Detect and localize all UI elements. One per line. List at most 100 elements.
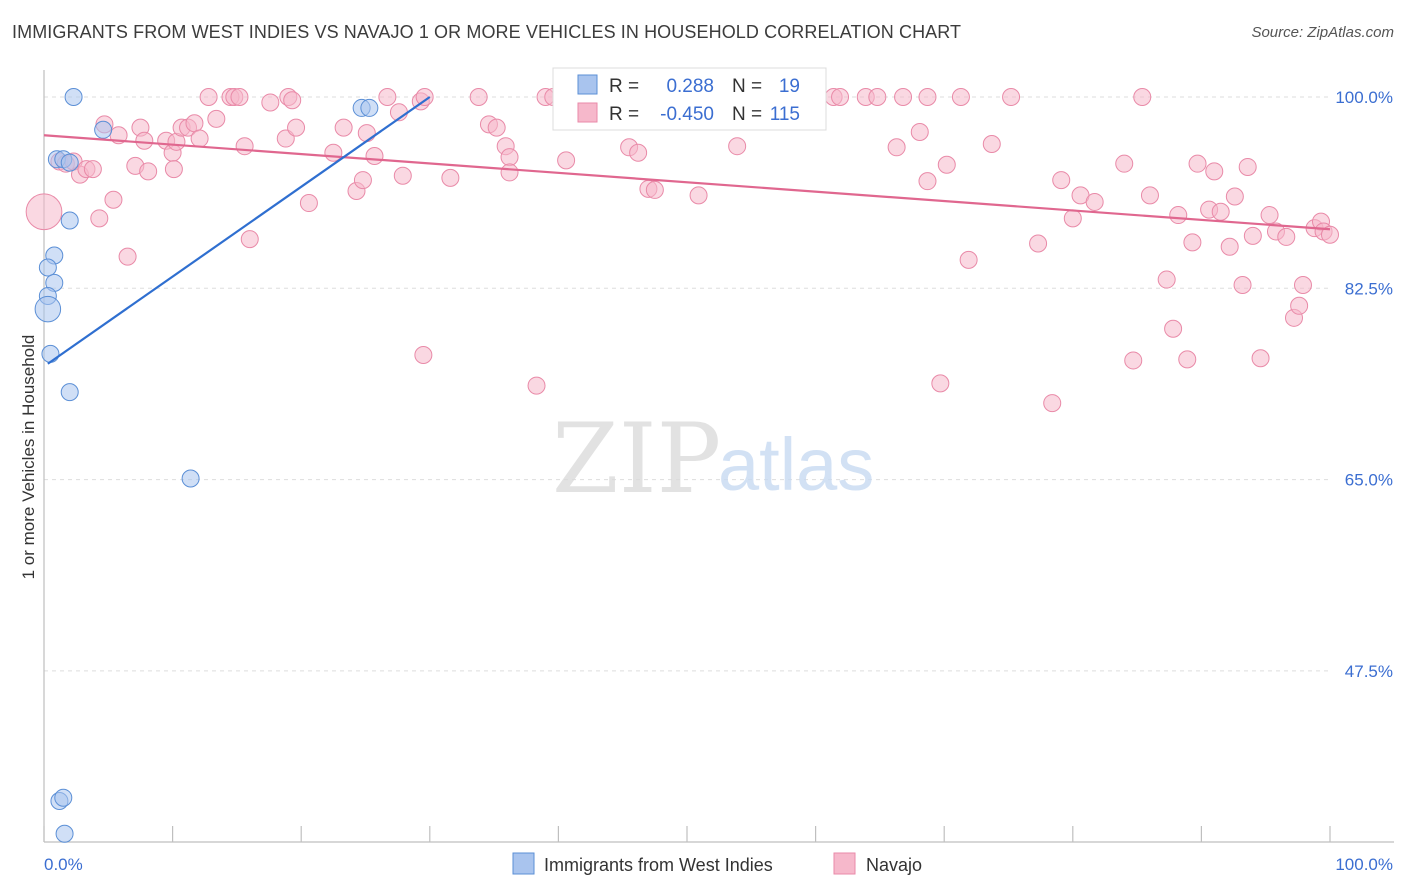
navajo-point-113	[1251, 349, 1270, 368]
watermark-atlas: atlas	[718, 423, 874, 506]
navajo-point-104	[1188, 154, 1207, 173]
west-indies-point-17	[54, 788, 73, 807]
navajo-point-107	[1211, 202, 1230, 221]
legend: Immigrants from West Indies Navajo	[512, 852, 922, 875]
navajo-point-84	[937, 155, 956, 174]
west-indies-point-15	[181, 469, 200, 488]
navajo-point-78	[887, 138, 906, 157]
navajo-point-37	[324, 143, 343, 162]
west-indies-point-3	[94, 120, 113, 139]
stats-n-value-pink: 115	[770, 104, 800, 125]
navajo-point-49	[441, 168, 460, 187]
west-indies-point-9	[38, 258, 57, 277]
stats-swatch-pink	[577, 102, 598, 123]
navajo-point-22	[185, 114, 204, 133]
navajo-point-30	[240, 230, 259, 249]
navajo-point-87	[982, 135, 1001, 154]
navajo-point-24	[199, 88, 218, 106]
navajo-point-45	[393, 166, 412, 185]
navajo-point-43	[378, 88, 397, 106]
west-indies-point-7	[60, 211, 79, 230]
navajo-point-110	[1233, 276, 1252, 295]
watermark: ZIP atlas	[552, 403, 874, 515]
navajo-point-103	[1183, 233, 1202, 252]
navajo-point-28	[230, 88, 249, 106]
stats-r-value-blue: 0.288	[666, 76, 714, 97]
west-indies-trend-line	[47, 96, 431, 365]
navajo-point-31	[261, 93, 280, 112]
west-indies-point-14	[60, 383, 79, 402]
navajo-point-36	[299, 194, 318, 213]
navajo-point-79	[894, 88, 913, 106]
navajo-point-81	[918, 88, 937, 106]
navajo-point-80	[910, 122, 929, 141]
legend-label-navajo: Navajo	[866, 855, 922, 875]
navajo-points	[25, 88, 1339, 413]
legend-swatch-west-indies	[512, 852, 535, 875]
navajo-point-48	[414, 345, 433, 364]
west-indies-point-6	[60, 153, 79, 172]
chart-source: Source: ZipAtlas.com	[1251, 24, 1394, 41]
west-indies-point-2	[360, 98, 379, 117]
navajo-point-82	[918, 172, 937, 191]
navajo-point-75	[831, 88, 850, 106]
navajo-point-98	[1140, 186, 1159, 205]
navajo-point-18	[164, 160, 183, 179]
navajo-point-47	[415, 88, 434, 106]
navajo-point-112	[1243, 226, 1262, 245]
watermark-zip: ZIP	[552, 403, 721, 515]
chart-title: IMMIGRANTS FROM WEST INDIES VS NAVAJO 1 …	[12, 22, 962, 42]
navajo-point-6	[83, 160, 102, 179]
navajo-point-88	[1002, 88, 1021, 106]
navajo-point-56	[527, 376, 546, 395]
navajo-point-106	[1205, 162, 1224, 181]
navajo-point-59	[557, 151, 576, 170]
navajo-point-0	[25, 193, 63, 231]
y-tick-label-1: 82.5%	[1345, 279, 1393, 298]
navajo-point-69	[689, 186, 708, 205]
west-indies-point-18	[55, 824, 74, 843]
stats-box: R = 0.288 N = 19 R = -0.450 N = 115	[552, 67, 827, 131]
legend-label-west-indies: Immigrants from West Indies	[544, 855, 773, 875]
navajo-point-99	[1157, 270, 1176, 289]
y-tick-label-2: 65.0%	[1345, 471, 1393, 490]
navajo-point-65	[629, 143, 648, 162]
stats-n-label-pink: N =	[732, 104, 762, 125]
stats-r-label-blue: R =	[609, 76, 639, 97]
y-tick-labels: 100.0% 82.5% 65.0% 47.5%	[1335, 88, 1393, 681]
navajo-point-97	[1133, 88, 1152, 106]
navajo-point-23	[190, 129, 209, 148]
stats-n-value-blue: 19	[779, 76, 800, 97]
navajo-trend-line	[43, 134, 1331, 231]
navajo-point-34	[283, 91, 302, 110]
y-tick-label-3: 47.5%	[1345, 662, 1393, 681]
navajo-point-116	[1277, 227, 1296, 246]
navajo-point-38	[334, 118, 353, 137]
navajo-point-114	[1260, 206, 1279, 225]
navajo-point-92	[1063, 209, 1082, 228]
navajo-point-35	[287, 118, 306, 137]
navajo-point-94	[1085, 192, 1104, 211]
navajo-point-11	[118, 247, 137, 266]
navajo-point-52	[487, 118, 506, 137]
navajo-point-29	[235, 137, 254, 156]
navajo-point-91	[1052, 171, 1071, 190]
navajo-point-95	[1115, 154, 1134, 173]
navajo-point-83	[931, 374, 950, 393]
navajo-point-109	[1225, 187, 1244, 206]
navajo-point-41	[357, 124, 376, 143]
navajo-point-25	[207, 109, 226, 128]
navajo-point-32	[276, 129, 295, 148]
navajo-point-111	[1238, 157, 1257, 176]
west-indies-point-13	[41, 344, 60, 363]
x-tick-labels: 0.0% 100.0%	[44, 855, 1393, 874]
navajo-point-9	[104, 190, 123, 209]
navajo-point-50	[469, 88, 488, 106]
navajo-point-14	[135, 131, 154, 150]
navajo-point-119	[1293, 276, 1312, 295]
trend-lines	[43, 96, 1331, 365]
stats-box-frame	[552, 67, 827, 131]
navajo-point-40	[353, 171, 372, 190]
west-indies-point-0	[64, 88, 83, 106]
navajo-point-54	[500, 148, 519, 167]
